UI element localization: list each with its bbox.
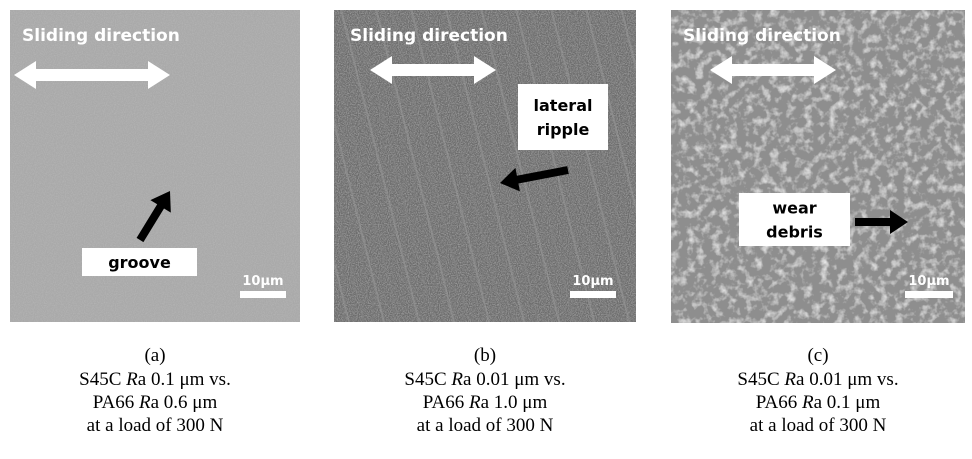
annotation: groove [108,253,171,272]
caption-part: a 1.0 μm [481,392,548,413]
scale-bar-label: 10μm [908,274,949,289]
caption-part: S45C [79,369,126,390]
caption-line: at a load of 300 N [417,415,554,436]
scale-bar-label: 10μm [572,274,613,289]
scale-bar-label: 10μm [242,274,283,289]
panel: Sliding direction lateral ripple 10μm [334,10,636,322]
scale-bar [240,291,286,298]
panel: Sliding direction groove 10μm [10,10,300,322]
annotation: ripple [537,120,590,139]
caption-part: a 0.01 μm vs. [463,369,566,390]
caption-part: R [783,369,796,390]
caption-part: R [450,369,463,390]
caption-line: at a load of 300 N [750,415,887,436]
figure: Sliding direction groove 10μm (a) S45C Ra 0.… [0,0,972,459]
overlay-title: Sliding direction [350,26,508,46]
caption-part: at a load of 300 N [87,415,224,436]
caption-line: PA66 Ra 0.1 μm [756,392,881,413]
caption-part: R [125,369,138,390]
panel: Sliding direction wear debris 10μm [671,10,965,323]
caption-part: S45C [404,369,451,390]
caption-part: at a load of 300 N [750,415,887,436]
annotation: wear [772,199,816,218]
caption-line: S45C Ra 0.01 μm vs. [404,369,565,390]
annotation: lateral [534,96,593,115]
caption-part: PA66 [756,392,802,413]
caption-line: S45C Ra 0.1 μm vs. [79,369,231,390]
caption-part: a 0.01 μm vs. [796,369,899,390]
panel-label: (c) [807,345,828,366]
annotation: debris [766,223,823,242]
caption-line: S45C Ra 0.01 μm vs. [737,369,898,390]
scale-bar [570,291,616,298]
caption-part: R [801,392,814,413]
caption-part: at a load of 300 N [417,415,554,436]
scale-bar [905,291,953,298]
panel-label: (b) [474,345,496,366]
overlay-title: Sliding direction [22,26,180,46]
caption-part: R [468,392,481,413]
caption-part: PA66 [93,392,139,413]
caption-part: a 0.1 μm vs. [138,369,231,390]
caption-line: PA66 Ra 0.6 μm [93,392,218,413]
caption-part: a 0.6 μm [151,392,218,413]
caption-part: S45C [737,369,784,390]
caption-part: R [138,392,151,413]
caption-part: PA66 [423,392,469,413]
caption-line: at a load of 300 N [87,415,224,436]
annotation-box [518,84,608,150]
overlay-title: Sliding direction [683,26,841,46]
caption-part: a 0.1 μm [814,392,881,413]
caption-line: PA66 Ra 1.0 μm [423,392,548,413]
panel-label: (a) [144,345,165,366]
